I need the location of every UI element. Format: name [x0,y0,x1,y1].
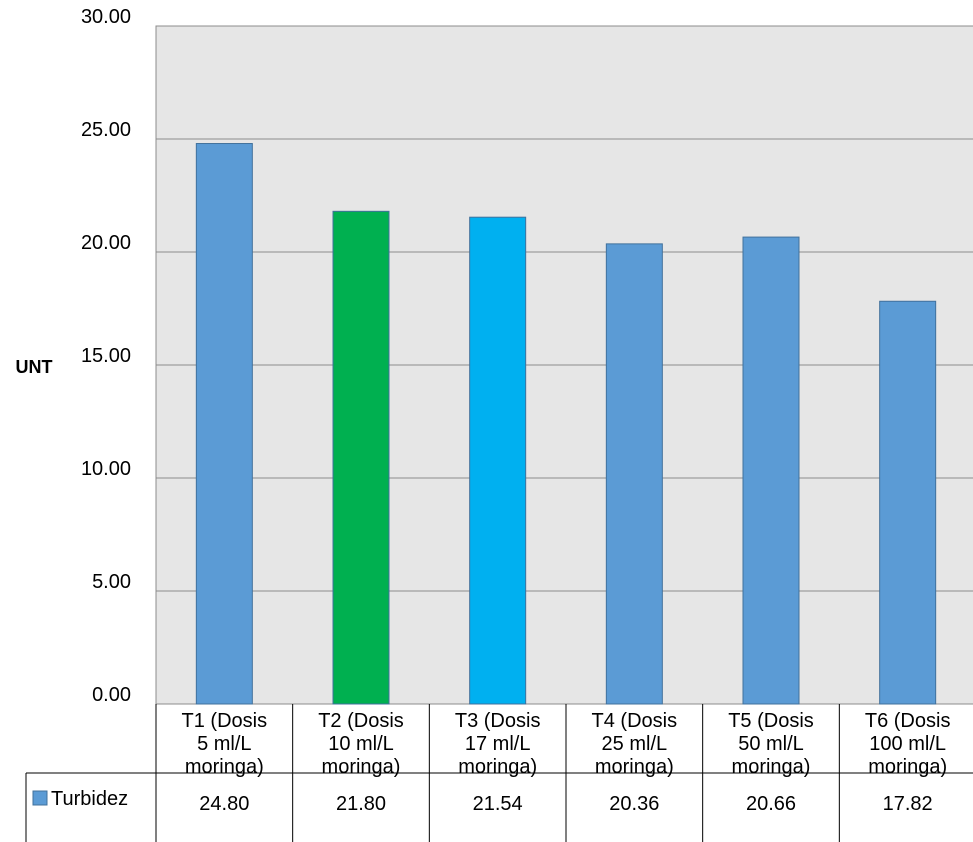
data-label: 17.82 [883,793,933,815]
data-label: 21.80 [336,793,386,815]
bar [605,243,663,705]
x-tick-label: moringa) [185,756,264,778]
x-tick-label: 17 ml/L [465,733,531,755]
y-tick-label: 10.00 [81,458,131,480]
data-label: 20.66 [746,793,796,815]
y-tick-label: 25.00 [81,119,131,141]
y-tick-label: 20.00 [81,232,131,254]
legend-swatch [32,790,48,806]
x-tick-label: moringa) [595,756,674,778]
x-tick-label: 5 ml/L [197,733,251,755]
data-label: 24.80 [199,793,249,815]
bar [332,210,390,705]
x-tick-label: moringa) [868,756,947,778]
x-tick-label: 10 ml/L [328,733,394,755]
gridlines [156,138,973,592]
x-tick-label: T4 (Dosis [592,710,678,732]
bar [879,300,937,705]
bar [195,143,253,705]
x-tick-label: T6 (Dosis [865,710,951,732]
x-tick-label: T1 (Dosis [182,710,268,732]
x-tick-label: moringa) [322,756,401,778]
x-tick-label: moringa) [732,756,811,778]
legend-label: Turbidez [51,788,128,810]
y-axis-label: UNT [16,357,53,377]
bar [742,236,800,705]
x-tick-label: T3 (Dosis [455,710,541,732]
x-tick-label: 100 ml/L [869,733,946,755]
data-label: 20.36 [609,793,659,815]
x-tick-label: moringa) [458,756,537,778]
y-tick-label: 30.00 [81,6,131,28]
x-tick-label: T5 (Dosis [728,710,814,732]
y-tick-label: 5.00 [92,571,131,593]
y-tick-label: 15.00 [81,345,131,367]
bars [195,143,937,705]
x-tick-label: 25 ml/L [602,733,668,755]
y-tick-labels: 0.00 5.00 10.00 15.00 20.00 25.00 30.00 [81,6,131,706]
x-tick-label: 50 ml/L [738,733,804,755]
data-label: 21.54 [473,793,523,815]
x-tick-label: T2 (Dosis [318,710,404,732]
y-tick-label: 0.00 [92,684,131,706]
bar [469,216,527,705]
